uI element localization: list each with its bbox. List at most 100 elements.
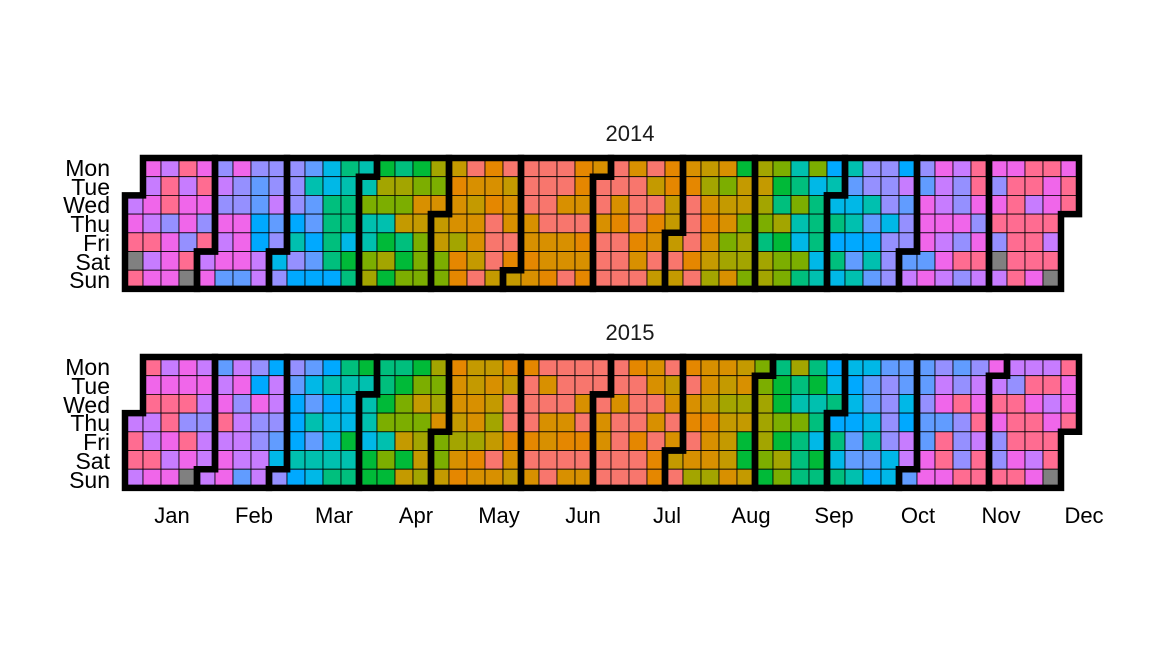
day-cell xyxy=(484,431,504,451)
day-label-tue: Tue xyxy=(71,373,110,399)
day-cell xyxy=(232,194,252,215)
day-cell xyxy=(718,176,738,196)
day-cell xyxy=(862,213,882,234)
day-cell xyxy=(232,375,252,395)
day-cell xyxy=(700,412,720,433)
day-cell xyxy=(1024,431,1044,451)
day-cell xyxy=(322,431,342,451)
day-cell xyxy=(304,412,324,433)
day-cell xyxy=(232,450,252,470)
day-cell xyxy=(880,375,900,395)
day-cell xyxy=(412,176,432,196)
day-cell xyxy=(466,213,486,234)
month-outline-dec xyxy=(985,154,1083,293)
day-cell xyxy=(952,251,972,271)
day-labels: Mon Tue Wed Thu Fri Sat Sun xyxy=(63,354,110,493)
day-cell xyxy=(142,450,162,470)
day-cell xyxy=(484,213,504,234)
day-cell xyxy=(880,393,900,414)
day-cell xyxy=(394,213,414,234)
day-cell xyxy=(142,251,162,271)
day-cell xyxy=(178,375,198,395)
day-cell xyxy=(772,194,792,215)
day-cell xyxy=(646,176,666,196)
day-cell xyxy=(556,393,576,414)
day-cell xyxy=(304,176,324,196)
day-cell xyxy=(394,176,414,196)
day-cell xyxy=(790,393,810,414)
day-cell xyxy=(394,431,414,451)
day-cell xyxy=(484,375,504,395)
day-cell xyxy=(628,450,648,470)
day-cell xyxy=(790,232,810,252)
day-cell xyxy=(862,251,882,271)
day-label-mon: Mon xyxy=(65,354,110,380)
day-cell xyxy=(790,375,810,395)
day-cell xyxy=(862,232,882,252)
day-cell xyxy=(772,176,792,196)
day-cell xyxy=(700,375,720,395)
day-cell xyxy=(772,213,792,234)
day-cell xyxy=(1006,412,1026,433)
panel-title: 2014 xyxy=(606,121,655,146)
day-cell xyxy=(142,431,162,451)
day-cell xyxy=(1024,251,1044,271)
day-cell xyxy=(1042,176,1062,196)
day-cell xyxy=(250,213,270,234)
day-label-thu: Thu xyxy=(70,410,110,436)
day-label-wed: Wed xyxy=(63,192,110,218)
day-cell xyxy=(556,176,576,196)
day-cell xyxy=(700,393,720,414)
day-cell xyxy=(556,232,576,252)
day-cell xyxy=(844,213,864,234)
day-cell xyxy=(322,393,342,414)
day-cell xyxy=(862,194,882,215)
day-cell xyxy=(232,176,252,196)
day-cell xyxy=(304,213,324,234)
day-cell xyxy=(484,232,504,252)
day-cell xyxy=(304,194,324,215)
day-cell xyxy=(304,450,324,470)
day-cell xyxy=(556,375,576,395)
day-cell xyxy=(160,375,180,395)
day-cell xyxy=(484,412,504,433)
day-cell xyxy=(232,232,252,252)
day-cells xyxy=(124,356,1080,489)
day-cell xyxy=(322,213,342,234)
day-cell xyxy=(466,450,486,470)
day-cell xyxy=(466,194,486,215)
day-cell xyxy=(844,251,864,271)
day-cell xyxy=(862,176,882,196)
day-cell xyxy=(538,393,558,414)
day-cell xyxy=(880,213,900,234)
day-cell xyxy=(880,412,900,433)
day-cell xyxy=(718,375,738,395)
day-cell xyxy=(304,251,324,271)
day-label-wed: Wed xyxy=(63,392,110,418)
day-cell xyxy=(862,393,882,414)
day-cell xyxy=(1024,393,1044,414)
day-cell xyxy=(790,251,810,271)
day-cell xyxy=(790,412,810,433)
day-cell xyxy=(808,375,828,395)
day-cell xyxy=(952,375,972,395)
month-label-sep: Sep xyxy=(814,503,853,528)
day-cell xyxy=(1006,431,1026,451)
day-cell xyxy=(952,213,972,234)
day-cell xyxy=(700,176,720,196)
day-cell xyxy=(250,375,270,395)
day-cell xyxy=(934,194,954,215)
day-label-sun: Sun xyxy=(69,267,110,293)
day-cell xyxy=(700,431,720,451)
day-label-thu: Thu xyxy=(70,211,110,237)
day-cell xyxy=(934,251,954,271)
day-cell xyxy=(1024,232,1044,252)
day-cell xyxy=(628,393,648,414)
day-cell xyxy=(952,194,972,215)
day-cell xyxy=(376,194,396,215)
day-cell xyxy=(160,431,180,451)
day-cell xyxy=(1006,176,1026,196)
day-cell xyxy=(160,176,180,196)
day-cell xyxy=(250,393,270,414)
